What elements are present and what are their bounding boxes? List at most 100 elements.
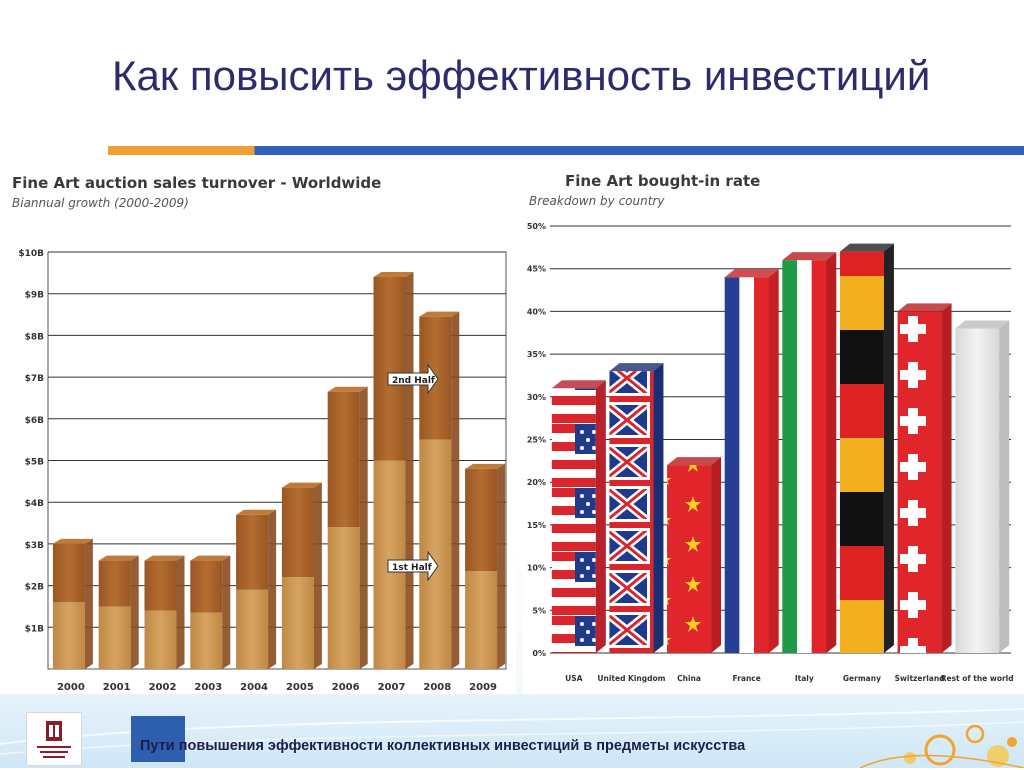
chart1-bar-2nd-half (236, 514, 269, 590)
chart1-bar-side (222, 555, 231, 669)
chart1-bar-1st-half (52, 602, 85, 669)
chart2-xtick-label: France (733, 674, 761, 683)
chart1-bar-top (144, 555, 185, 561)
chart2-bar-top (667, 457, 722, 466)
chart-turnover-panel: Fine Art auction sales turnover - Worldw… (0, 168, 516, 694)
chart1-bar-1st-half (236, 589, 269, 669)
chart2-xtick-label: China (677, 674, 701, 683)
chart1-ytick-label: $2B (25, 583, 45, 593)
chart2-bar-side (711, 457, 722, 653)
footer-accent-box (131, 716, 185, 762)
chart1-xtick-label: 2000 (57, 682, 85, 693)
chart1-ytick-label: $3B (25, 541, 45, 551)
chart2-bar-side (595, 380, 606, 653)
chart2-bar-stripe (724, 277, 740, 653)
chart1-xtick-label: 2002 (149, 682, 177, 693)
chart2-bar-side (826, 252, 837, 653)
chart2-ytick-label: 20% (527, 478, 546, 487)
title-divider (108, 146, 1024, 155)
chart2-ytick-label: 5% (532, 606, 546, 615)
chart1-bar-side (313, 482, 322, 669)
chart1-bar-1st-half (327, 527, 360, 669)
chart1-xtick-label: 2009 (469, 682, 497, 693)
chart2-bar (667, 465, 712, 653)
chart1-bar-1st-half (419, 439, 452, 669)
chart1-xtick-label: 2006 (332, 682, 360, 693)
chart2-bar-side (768, 269, 779, 653)
chart2-bar-stripe (796, 260, 813, 653)
chart1-bar-side (451, 311, 460, 669)
chart1-bar-top (465, 463, 506, 469)
chart2-bar-top (839, 243, 894, 252)
chart2-xtick-label: USA (565, 674, 582, 683)
chart-turnover-title: Fine Art auction sales turnover - Worldw… (12, 174, 382, 192)
chart1-bar-top (281, 482, 322, 488)
chart1-callout-2nd-half-box (387, 363, 439, 395)
chart2-bar-side (941, 303, 952, 653)
chart2-bar-top (897, 303, 952, 312)
chart1-bar-1st-half (465, 571, 498, 669)
chart2-bar-top (551, 380, 606, 389)
chart1-ytick-label: $10B (18, 249, 44, 259)
chart2-ytick-label: 10% (527, 564, 546, 573)
chart1-callout-1st-half-box (387, 550, 439, 582)
chart1-ytick-label: $4B (25, 499, 45, 509)
chart1-bar-1st-half (190, 612, 223, 669)
chart2-ytick-label: 25% (527, 436, 546, 445)
chart2-ytick-label: 30% (527, 393, 546, 402)
chart2-bar (897, 311, 942, 653)
chart-turnover-plot: $1B $2B $3B $4B $5B $6B $7B $8B $9B $10B 2000 2001 2… (18, 249, 507, 693)
chart1-bar-side (497, 463, 506, 669)
chart1-bar-side (359, 386, 368, 669)
chart1-ytick-label: $5B (25, 458, 45, 468)
chart1-bar-1st-half (144, 610, 177, 669)
chart2-bar-top (782, 252, 837, 261)
chart2-xtick-label: Switzerland (895, 674, 945, 683)
chart2-bar-top (955, 320, 1010, 329)
chart1-bar-side (176, 555, 185, 669)
chart1-xtick-label: 2007 (378, 682, 406, 693)
chart1-bar-top (98, 555, 139, 561)
chart1-bar-2nd-half (327, 391, 360, 528)
chart2-bar-side (999, 320, 1010, 653)
chart1-bar-top (190, 555, 231, 561)
chart1-callout-1st-half: 1st Half (392, 563, 432, 573)
chart2-xtick-label: Italy (795, 674, 814, 683)
chart-boughtin-title: Fine Art bought-in rate (565, 172, 761, 190)
chart2-bar (609, 371, 654, 653)
chart2-ytick-label: 45% (527, 265, 546, 274)
chart1-xtick-label: 2003 (194, 682, 222, 693)
chart1-bar-2nd-half (465, 468, 498, 572)
chart2-bar-top (724, 269, 779, 278)
chart2-ytick-label: 0% (532, 649, 546, 658)
chart1-bar-side (130, 555, 139, 669)
chart1-bar-1st-half (281, 577, 314, 669)
chart2-bar-stripe (754, 277, 770, 653)
chart1-bar-1st-half (98, 606, 131, 669)
chart1-bar-top (236, 509, 277, 515)
chart2-bar (839, 251, 884, 653)
chart1-bar-side (268, 509, 277, 669)
chart1-bar-2nd-half (373, 277, 406, 461)
chart1-bar-top (419, 311, 460, 317)
chart1-bar-top (327, 386, 368, 392)
chart-boughtin-panel: Fine Art bought-in rate Breakdown by cou… (523, 168, 1024, 694)
chart2-xtick-label: Rest of the world (941, 674, 1014, 683)
chart1-bar-top (373, 272, 414, 278)
chart2-bar (955, 328, 1000, 653)
chart1-bar-top (52, 538, 93, 544)
chart2-ytick-label: 50% (527, 222, 546, 231)
chart-boughtin-plot: 0% 5% 10% 15% 20% 25% 30% 35% 40% 45% 50% USA United… (527, 222, 1014, 683)
chart2-xtick-label: Germany (843, 674, 881, 683)
chart2-bar-side (883, 243, 894, 653)
chart1-xtick-label: 2001 (103, 682, 131, 693)
slide-title: Как повысить эффективность инвестиций (112, 52, 931, 99)
chart1-xtick-label: 2005 (286, 682, 314, 693)
chart2-xtick-label: United Kingdom (597, 674, 665, 683)
chart1-ytick-label: $8B (25, 332, 45, 342)
chart1-bar-side (405, 272, 414, 669)
chart1-bar-2nd-half (190, 560, 223, 613)
chart1-bar-2nd-half (281, 487, 314, 578)
chart2-bar (551, 388, 596, 653)
chart2-ytick-label: 15% (527, 521, 546, 530)
